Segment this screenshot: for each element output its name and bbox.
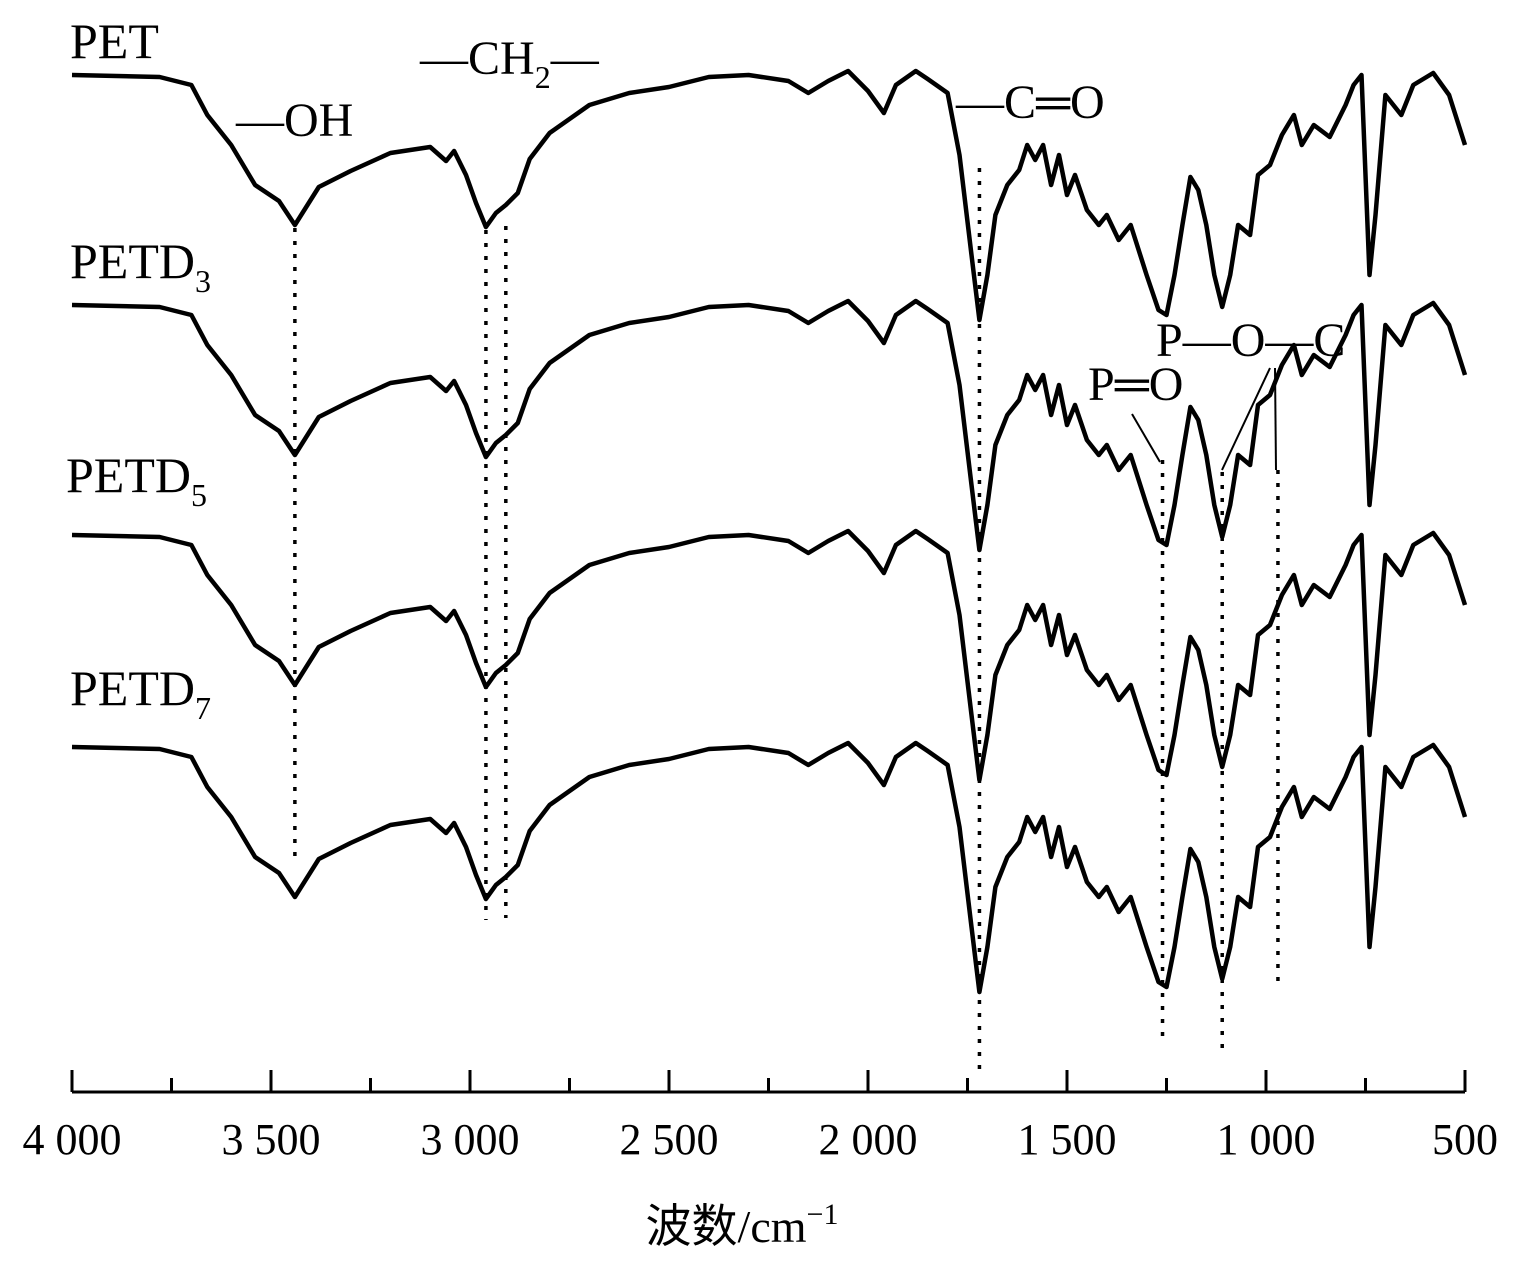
leader-po: [1131, 413, 1161, 463]
series-label-pet: PET: [70, 13, 159, 69]
annotation-po: P═O: [1088, 358, 1183, 411]
x-tick-label: 4 000: [23, 1115, 122, 1164]
series-label-petd3: PETD3: [70, 233, 211, 299]
x-tick-label: 1 500: [1018, 1115, 1117, 1164]
series-label-petd7: PETD7: [70, 660, 211, 726]
x-tick-label: 3 500: [222, 1115, 321, 1164]
series-label-petd5: PETD5: [66, 447, 207, 513]
x-tick-label: 2 000: [819, 1115, 918, 1164]
x-tick-label: 2 500: [620, 1115, 719, 1164]
annotation-co: —C═O: [955, 76, 1105, 129]
leader-poc-1: [1221, 367, 1271, 471]
spectra-group: [71, 68, 1468, 995]
x-axis-title: 波数/cm−1: [646, 1198, 839, 1252]
spectrum-line-petd3: [71, 298, 1468, 553]
annotation-oh: —OH: [235, 94, 353, 147]
spectrum-line-petd5: [71, 528, 1468, 783]
annotation-poc: P—O—C: [1156, 314, 1345, 367]
leader-poc-2: [1274, 367, 1277, 471]
x-tick-label: 500: [1432, 1115, 1498, 1164]
x-axis-title-superscript: −1: [807, 1198, 839, 1231]
annotation-ch2: —CH2—: [419, 32, 600, 95]
peak-guide-lines: [293, 168, 1280, 1072]
spectrum-line-petd7: [71, 740, 1468, 995]
spectrum-line-pet: [71, 68, 1468, 323]
x-axis-ticks: 4 000 3 500 3 000 2 500 2 000 1 500 1 000 500: [23, 1070, 1498, 1164]
x-tick-label: 3 000: [421, 1115, 520, 1164]
x-tick-label: 1 000: [1217, 1115, 1316, 1164]
